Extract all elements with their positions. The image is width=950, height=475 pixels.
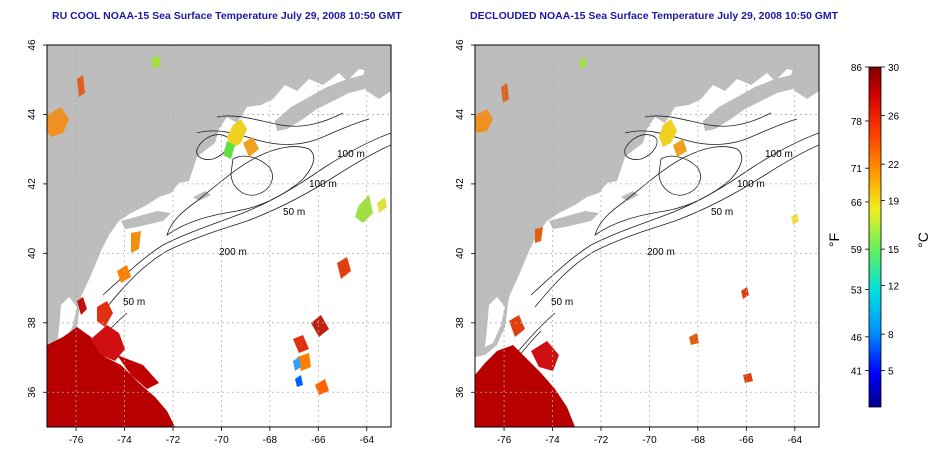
longitude-tick-label: -72 (594, 435, 609, 446)
left-grid (47, 45, 391, 427)
left-map-frame (46, 44, 392, 428)
right-map-panel: 100 m 100 m 50 m 200 m 50 m -76 -74 -72 -70 -68 -6… (455, 39, 820, 446)
fahrenheit-tick-label: 86 (851, 63, 863, 74)
left-map-panel: 100 m 100 m 50 m 200 m 50 m -76 -74 -72 -70 -68 -6… (27, 39, 392, 446)
right-map-frame (474, 44, 820, 428)
longitude-tick-label: -74 (117, 435, 132, 446)
latitude-tick-label: 36 (455, 386, 466, 398)
temperature-colorbar: 30 26 22 19 15 12 8 5 86 78 71 66 59 53 46 41 °F °C (826, 63, 931, 408)
latitude-tick-label: 40 (27, 247, 38, 259)
fahrenheit-tick-label: 66 (851, 198, 863, 209)
contour-label: 200 m (647, 247, 675, 258)
celsius-label: °C (915, 232, 931, 248)
longitude-tick-label: -76 (69, 435, 84, 446)
latitude-tick-label: 38 (27, 317, 38, 329)
contour-label: 100 m (737, 179, 765, 190)
longitude-tick-label: -70 (214, 435, 229, 446)
celsius-tick-label: 12 (888, 282, 900, 293)
right-grid (475, 45, 819, 427)
longitude-tick-label: -70 (642, 435, 657, 446)
latitude-tick-label: 42 (27, 178, 38, 190)
fahrenheit-tick-label: 78 (851, 117, 863, 128)
contour-label: 50 m (551, 297, 573, 308)
latitude-tick-label: 40 (455, 247, 466, 259)
latitude-tick-label: 42 (455, 178, 466, 190)
contour-label: 50 m (283, 207, 305, 218)
latitude-tick-label: 44 (455, 108, 466, 120)
celsius-tick-label: 15 (888, 245, 900, 256)
longitude-tick-label: -68 (691, 435, 706, 446)
latitude-tick-label: 44 (27, 108, 38, 120)
longitude-tick-label: -74 (545, 435, 560, 446)
celsius-tick-label: 26 (888, 112, 900, 123)
fahrenheit-tick-label: 53 (851, 286, 863, 297)
contour-label: 200 m (219, 247, 247, 258)
fahrenheit-tick-label: 41 (851, 367, 863, 378)
longitude-tick-label: -66 (311, 435, 326, 446)
longitude-tick-label: -76 (497, 435, 512, 446)
celsius-tick-label: 22 (888, 160, 900, 171)
fahrenheit-tick-label: 46 (851, 333, 863, 344)
fahrenheit-label: °F (826, 233, 842, 247)
fahrenheit-tick-label: 59 (851, 245, 863, 256)
celsius-tick-label: 8 (888, 330, 894, 341)
contour-label: 100 m (309, 179, 337, 190)
contour-label: 100 m (337, 149, 365, 160)
longitude-tick-label: -64 (788, 435, 803, 446)
longitude-tick-label: -66 (739, 435, 754, 446)
latitude-tick-label: 46 (455, 39, 466, 51)
contour-label: 50 m (123, 297, 145, 308)
celsius-tick-label: 5 (888, 367, 894, 378)
latitude-tick-label: 36 (27, 386, 38, 398)
celsius-tick-label: 19 (888, 197, 900, 208)
contour-label: 100 m (765, 149, 793, 160)
fahrenheit-tick-label: 71 (851, 164, 863, 175)
longitude-tick-label: -72 (166, 435, 181, 446)
contour-label: 50 m (711, 207, 733, 218)
longitude-tick-label: -64 (360, 435, 375, 446)
right-map-title: DECLOUDED NOAA-15 Sea Surface Temperatur… (470, 10, 839, 22)
celsius-tick-label: 30 (888, 63, 900, 74)
left-map-title: RU COOL NOAA-15 Sea Surface Temperature … (52, 10, 402, 22)
latitude-tick-label: 46 (27, 39, 38, 51)
latitude-tick-label: 38 (455, 317, 466, 329)
longitude-tick-label: -68 (263, 435, 278, 446)
colorbar-gradient (868, 66, 882, 408)
